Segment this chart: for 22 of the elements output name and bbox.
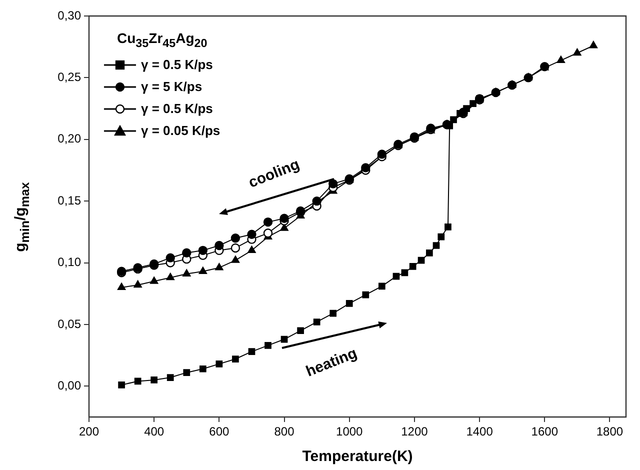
x-tick-label: 1400 bbox=[466, 424, 494, 439]
legend-label: γ = 0.05 K/ps bbox=[141, 123, 220, 138]
legend-title: Cu$_{35}$Zr$_{45}$Ag$_{20}$ bbox=[117, 30, 208, 50]
y-tick-label: 0,00 bbox=[58, 378, 82, 392]
y-tick-label: 0,30 bbox=[58, 8, 82, 22]
x-tick-label: 1000 bbox=[336, 424, 364, 439]
y-tick-label: 0,20 bbox=[58, 132, 82, 146]
legend-label: γ = 0.5 K/ps bbox=[141, 101, 213, 116]
x-tick-label: 1200 bbox=[401, 424, 428, 439]
y-tick-label: 0,05 bbox=[58, 316, 82, 331]
y-tick-label: 0,15 bbox=[58, 193, 82, 208]
y-tick-label: 0,25 bbox=[58, 70, 82, 84]
x-tick-label: 600 bbox=[209, 424, 230, 439]
x-tick-label: 1800 bbox=[596, 424, 624, 439]
x-tick-label: 800 bbox=[274, 424, 295, 439]
y-tick-label: 0,10 bbox=[58, 255, 82, 270]
x-tick-label: 200 bbox=[78, 424, 100, 439]
x-tick-label: 400 bbox=[144, 424, 164, 439]
x-axis-title: Temperature(K) bbox=[302, 448, 413, 466]
legend-label: γ = 5 K/ps bbox=[141, 79, 202, 94]
legend-label: γ = 0.5 K/ps bbox=[141, 57, 213, 72]
x-tick-label: 1600 bbox=[531, 424, 558, 439]
